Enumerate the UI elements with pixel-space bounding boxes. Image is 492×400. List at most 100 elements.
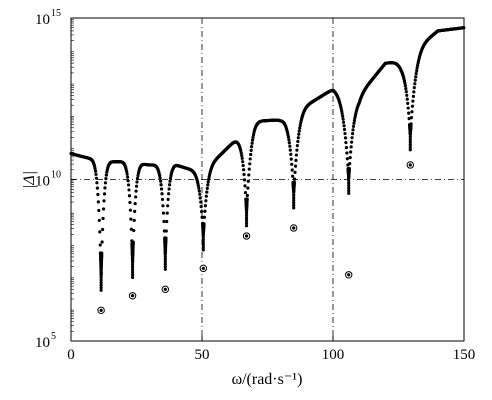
data-point xyxy=(244,221,249,225)
data-point xyxy=(410,110,414,114)
data-point xyxy=(291,174,295,178)
data-point xyxy=(293,164,298,168)
data-point xyxy=(167,187,171,191)
data-point xyxy=(408,137,412,142)
data-point xyxy=(159,187,164,191)
data-point xyxy=(104,177,108,181)
data-point xyxy=(102,199,106,203)
data-point xyxy=(413,82,417,86)
data-point xyxy=(136,173,140,178)
data-point xyxy=(126,183,131,187)
data-point xyxy=(343,136,348,140)
data-point xyxy=(294,158,298,162)
data-point xyxy=(97,218,101,223)
data-point xyxy=(408,148,412,152)
data-point xyxy=(244,211,249,215)
data-point xyxy=(415,68,419,73)
data-point xyxy=(198,196,202,200)
data-point xyxy=(200,215,204,219)
data-point xyxy=(125,169,129,174)
data-point xyxy=(345,151,349,155)
data-point xyxy=(164,236,168,240)
data-point xyxy=(130,260,135,264)
x-axis-title: ω/(rad·s⁻¹) xyxy=(232,371,303,388)
data-point xyxy=(201,245,205,249)
data-point xyxy=(409,115,414,120)
data-point xyxy=(133,209,137,213)
data-point xyxy=(130,262,135,267)
data-point xyxy=(134,189,138,193)
data-point xyxy=(201,235,205,239)
data-point xyxy=(133,202,137,206)
data-point xyxy=(244,213,249,217)
data-point xyxy=(344,140,348,145)
data-point xyxy=(296,139,300,144)
data-point xyxy=(131,242,135,246)
data-point xyxy=(409,123,413,127)
data-point xyxy=(292,177,297,181)
data-point xyxy=(292,203,296,207)
data-point xyxy=(163,254,167,258)
y-tick-exponent: 15 xyxy=(51,8,61,19)
data-point xyxy=(163,265,167,269)
data-point xyxy=(130,270,135,274)
data-point xyxy=(411,94,415,98)
data-point xyxy=(404,90,408,94)
minimum-marker-dot xyxy=(292,226,296,230)
data-point xyxy=(295,148,299,152)
data-point xyxy=(95,181,99,185)
data-point xyxy=(247,167,251,171)
data-point xyxy=(340,109,344,113)
data-point xyxy=(347,184,351,188)
data-point xyxy=(295,144,299,148)
data-point xyxy=(101,207,106,211)
data-point xyxy=(130,265,135,269)
data-point xyxy=(163,252,167,256)
y-tick-exponent: 5 xyxy=(51,331,56,342)
data-point xyxy=(292,198,296,202)
data-point xyxy=(341,117,345,121)
data-point xyxy=(99,278,103,282)
data-point xyxy=(134,184,139,188)
data-point xyxy=(411,99,415,103)
data-point xyxy=(406,106,410,110)
data-point xyxy=(100,240,104,244)
data-point xyxy=(341,114,345,118)
data-point xyxy=(410,104,415,108)
y-axis-title: |Δ| xyxy=(21,171,38,189)
data-point xyxy=(350,136,354,140)
data-point xyxy=(196,183,200,188)
data-point xyxy=(132,228,136,233)
data-point xyxy=(412,86,416,90)
data-point xyxy=(206,183,210,187)
data-point xyxy=(407,111,411,115)
data-point xyxy=(296,136,300,140)
data-point xyxy=(125,172,129,176)
data-point xyxy=(130,275,135,279)
data-point xyxy=(197,186,201,190)
data-point xyxy=(289,157,293,161)
data-point xyxy=(292,190,296,195)
data-point xyxy=(343,131,347,136)
data-point xyxy=(350,140,354,144)
data-point xyxy=(94,172,98,176)
data-point xyxy=(241,160,245,164)
data-point xyxy=(403,81,407,85)
data-point xyxy=(292,206,296,210)
data-point xyxy=(135,180,139,184)
data-point xyxy=(349,150,353,154)
data-point xyxy=(94,176,99,180)
data-point xyxy=(352,118,357,123)
minimum-marker-dot xyxy=(201,266,205,270)
data-point xyxy=(404,87,408,91)
data-point xyxy=(350,132,355,136)
data-point xyxy=(292,195,296,200)
data-point xyxy=(163,257,167,261)
data-point xyxy=(292,193,296,197)
data-point xyxy=(197,189,201,193)
data-point xyxy=(249,152,253,157)
data-point xyxy=(349,145,353,149)
data-point xyxy=(200,210,204,214)
data-point xyxy=(289,152,293,156)
data-point xyxy=(99,283,103,287)
